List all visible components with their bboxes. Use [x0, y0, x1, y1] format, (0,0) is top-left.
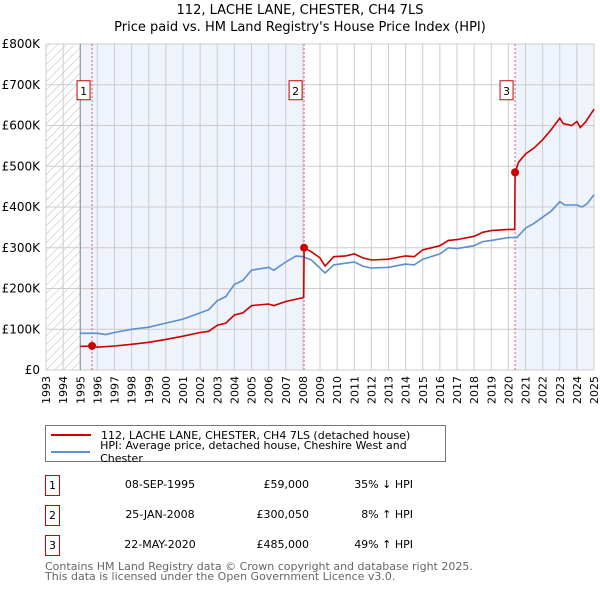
marker-badge: 1 — [45, 475, 60, 496]
hpi-line — [80, 194, 595, 336]
x-tick-label: 2025 — [588, 376, 600, 404]
x-tick-label: 2006 — [263, 376, 276, 404]
x-tick-label: 2020 — [502, 376, 515, 404]
transaction-label-box — [499, 80, 514, 101]
x-tick-label: 2005 — [246, 376, 259, 404]
hpi-diff: 49% ↑ HPI — [354, 538, 413, 551]
sale-price: £59,000 — [263, 478, 310, 491]
y-tick-label: £600K — [2, 119, 42, 133]
x-tick-label: 2010 — [331, 376, 344, 404]
table-row: 2 25-JAN-2008 £300,050 8% ↑ HPI — [45, 505, 465, 526]
table-row: 1 08-SEP-1995 £59,000 35% ↓ HPI — [45, 475, 465, 496]
marker-badge: 3 — [45, 535, 60, 556]
legend-swatch-blue — [51, 451, 91, 453]
x-tick-label: 2012 — [365, 376, 378, 404]
footer-copyright: Contains HM Land Registry data © Crown c… — [45, 560, 473, 573]
x-tick-label: 2022 — [537, 376, 550, 404]
y-tick-label: £400K — [2, 200, 42, 214]
x-tick-label: 2007 — [280, 376, 293, 404]
x-tick-label: 2019 — [485, 376, 498, 404]
x-tick-label: 2014 — [400, 376, 413, 404]
y-tick-label: £0 — [25, 363, 40, 377]
legend-label: 112, LACHE LANE, CHESTER, CH4 7LS (detac… — [101, 428, 411, 442]
x-tick-label: 1997 — [109, 376, 122, 404]
transaction-point — [88, 341, 97, 350]
x-tick-label: 2002 — [194, 376, 207, 404]
hpi-diff: 35% ↓ HPI — [354, 478, 413, 491]
x-tick-label: 1993 — [40, 376, 53, 404]
x-tick-label: 2016 — [434, 376, 447, 404]
y-tick-label: £800K — [2, 37, 42, 51]
x-tick-label: 1999 — [143, 376, 156, 404]
transaction-label-box — [76, 80, 91, 101]
y-tick-label: £300K — [2, 241, 42, 255]
sale-date: 08-SEP-1995 — [124, 478, 196, 491]
x-tick-label: 2003 — [211, 376, 224, 404]
x-tick-label: 2015 — [417, 376, 430, 404]
legend-label: HPI: Average price, detached house, Ches… — [100, 439, 407, 465]
sale-price: £485,000 — [256, 538, 310, 551]
legend-item-hpi: HPI: Average price, detached house, Ches… — [51, 439, 445, 465]
hpi-diff: 8% ↑ HPI — [361, 508, 413, 521]
sale-price: £300,050 — [256, 508, 310, 521]
x-tick-label: 2011 — [348, 376, 361, 404]
y-tick-label: £100K — [2, 322, 42, 336]
x-tick-label: 2018 — [468, 376, 481, 404]
x-tick-label: 2008 — [297, 376, 310, 404]
chart-subtitle: Price paid vs. HM Land Registry's House … — [114, 20, 486, 35]
legend-item-property: 112, LACHE LANE, CHESTER, CH4 7LS (detac… — [51, 427, 410, 443]
transaction-point — [300, 243, 309, 252]
price-chart: 1993 1994 1995 1996 1997 1998 1999 2000 2001 2002… — [2, 37, 600, 404]
x-tick-label: 2017 — [451, 376, 464, 404]
x-tick-label: 1995 — [74, 376, 87, 404]
x-tick-label: 1996 — [91, 376, 104, 404]
sale-date: 22-MAY-2020 — [124, 538, 196, 551]
y-tick-label: £700K — [2, 78, 42, 92]
x-tick-label: 1998 — [126, 376, 139, 404]
x-tick-label: 2001 — [177, 376, 190, 404]
sale-date: 25-JAN-2008 — [125, 508, 195, 521]
x-tick-label: 2023 — [554, 376, 567, 404]
x-tick-label: 2009 — [314, 376, 327, 404]
transaction-label: 2 — [292, 85, 299, 98]
chart-title: 112, LACHE LANE, CHESTER, CH4 7LS — [176, 3, 424, 18]
x-tick-label: 2000 — [160, 376, 173, 404]
marker-badge: 2 — [45, 505, 60, 526]
transaction-label-box — [288, 80, 303, 101]
x-tick-label: 2004 — [228, 376, 241, 404]
y-tick-label: £500K — [2, 159, 42, 173]
y-tick-label: £200K — [2, 282, 42, 296]
property-price-line — [80, 108, 595, 349]
table-row: 3 22-MAY-2020 £485,000 49% ↑ HPI — [45, 535, 465, 556]
legend: 112, LACHE LANE, CHESTER, CH4 7LS (detac… — [45, 425, 446, 465]
footer-licence: This data is licensed under the Open Gov… — [45, 570, 396, 583]
x-tick-label: 2024 — [571, 376, 584, 404]
transaction-label: 3 — [503, 85, 510, 98]
legend-swatch-red — [51, 434, 91, 436]
x-tick-label: 1994 — [57, 376, 70, 404]
transaction-point — [511, 168, 520, 177]
transaction-label: 1 — [80, 85, 87, 98]
x-tick-label: 2021 — [520, 376, 533, 404]
x-tick-label: 2013 — [383, 376, 396, 404]
